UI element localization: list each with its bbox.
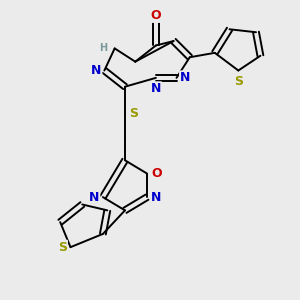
Text: S: S xyxy=(234,75,243,88)
Text: H: H xyxy=(99,44,107,53)
Text: N: N xyxy=(151,190,161,204)
Text: N: N xyxy=(180,71,190,84)
Text: S: S xyxy=(129,107,138,120)
Text: N: N xyxy=(89,190,99,204)
Text: O: O xyxy=(152,167,162,180)
Text: O: O xyxy=(151,9,161,22)
Text: N: N xyxy=(151,82,161,95)
Text: S: S xyxy=(58,241,67,254)
Text: N: N xyxy=(91,64,101,77)
